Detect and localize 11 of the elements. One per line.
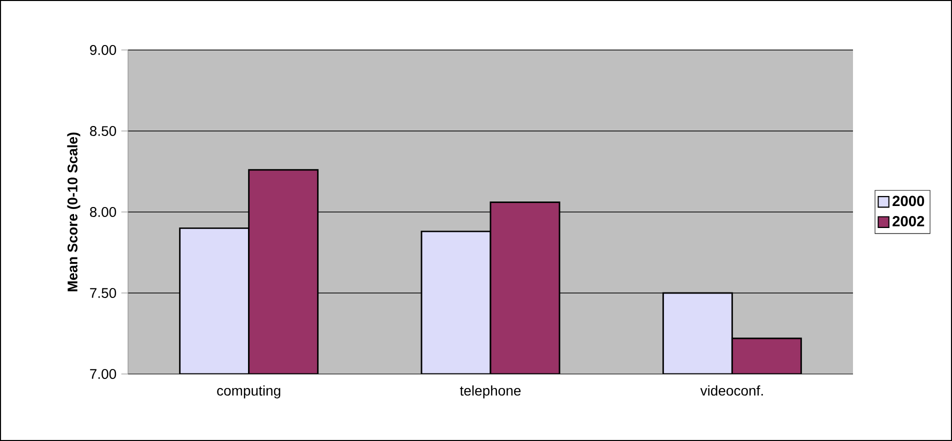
legend-label: 2000 bbox=[892, 196, 924, 206]
x-tick-label: videoconf. bbox=[700, 385, 763, 396]
y-axis-title: Mean Score (0-10 Scale) bbox=[67, 132, 80, 292]
y-tick-label: 8.00 bbox=[90, 207, 116, 217]
y-tick-label: 9.00 bbox=[90, 45, 116, 55]
y-tick-label: 7.50 bbox=[90, 288, 116, 298]
legend-label: 2002 bbox=[892, 216, 924, 226]
x-tick-label: computing bbox=[217, 385, 280, 398]
y-tick-label: 7.00 bbox=[90, 369, 116, 379]
x-tick-label: telephone bbox=[460, 385, 521, 398]
y-tick-label: 8.50 bbox=[90, 126, 116, 136]
